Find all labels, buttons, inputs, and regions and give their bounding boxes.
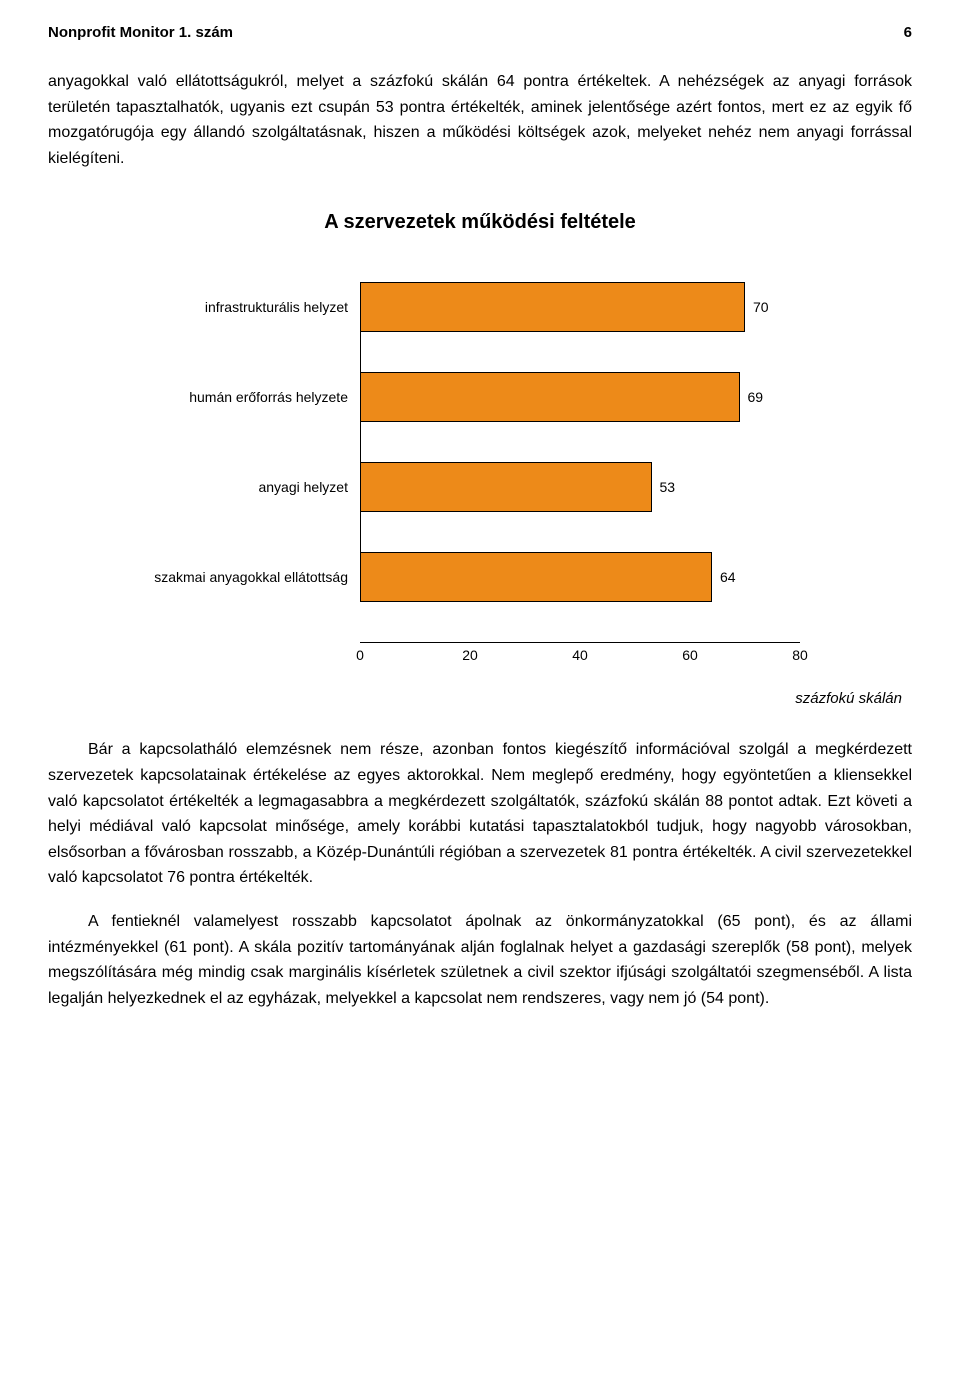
plot-area: 64 xyxy=(360,552,800,602)
category-label: anyagi helyzet xyxy=(120,479,360,495)
page-number: 6 xyxy=(904,24,912,41)
category-label: szakmai anyagokkal ellátottság xyxy=(120,569,360,585)
paragraph-after-1: Bár a kapcsolatháló elemzésnek nem része… xyxy=(48,737,912,891)
axis-caption: százfokú skálán xyxy=(48,690,912,707)
plot-area: 70 xyxy=(360,282,800,332)
x-axis: 020406080 xyxy=(360,642,800,670)
x-tick: 60 xyxy=(682,647,698,663)
bar xyxy=(360,462,652,512)
chart-row: infrastrukturális helyzet 70 xyxy=(120,282,840,332)
chart-row: anyagi helyzet 53 xyxy=(120,462,840,512)
chart-row: szakmai anyagokkal ellátottság 64 xyxy=(120,552,840,602)
bar xyxy=(360,372,740,422)
paragraph-top: anyagokkal való ellátottságukról, melyet… xyxy=(48,69,912,171)
x-tick: 0 xyxy=(356,647,364,663)
value-label: 70 xyxy=(745,299,769,315)
bar xyxy=(360,552,712,602)
value-label: 53 xyxy=(652,479,676,495)
value-label: 64 xyxy=(712,569,736,585)
chart-title: A szervezetek működési feltétele xyxy=(48,211,912,234)
plot-area: 53 xyxy=(360,462,800,512)
chart-row: humán erőforrás helyzete 69 xyxy=(120,372,840,422)
x-tick: 20 xyxy=(462,647,478,663)
bar-chart: infrastrukturális helyzet 70 humán erőforr… xyxy=(120,282,840,670)
x-tick: 40 xyxy=(572,647,588,663)
category-label: humán erőforrás helyzete xyxy=(120,389,360,405)
header-left: Nonprofit Monitor 1. szám xyxy=(48,24,233,41)
category-label: infrastrukturális helyzet xyxy=(120,299,360,315)
x-tick: 80 xyxy=(792,647,808,663)
plot-area: 69 xyxy=(360,372,800,422)
value-label: 69 xyxy=(740,389,764,405)
paragraph-after-2: A fentieknél valamelyest rosszabb kapcso… xyxy=(48,909,912,1011)
bar xyxy=(360,282,745,332)
